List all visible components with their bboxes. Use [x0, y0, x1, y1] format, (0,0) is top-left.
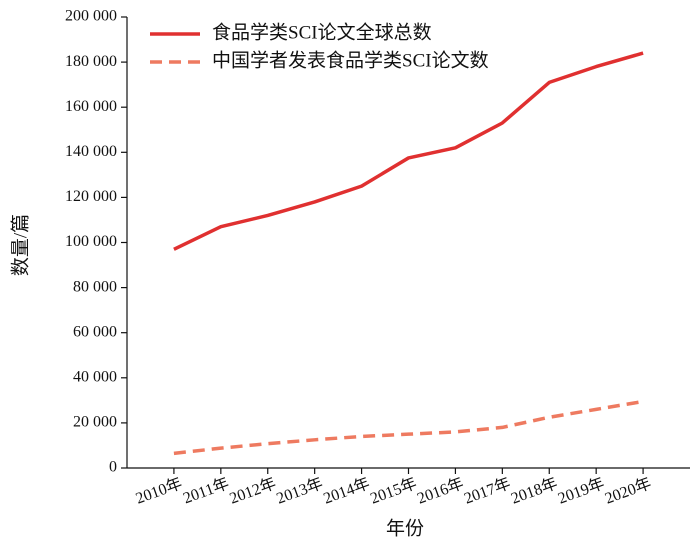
x-tick-label: 2012年	[227, 474, 278, 507]
x-axis-label: 年份	[386, 517, 424, 539]
y-tick-label: 20 000	[73, 414, 117, 431]
y-tick-label: 0	[109, 459, 117, 476]
y-tick-label: 200 000	[65, 8, 117, 25]
x-tick-label: 2014年	[321, 474, 372, 507]
y-tick-label: 120 000	[65, 188, 117, 205]
y-tick-label: 80 000	[73, 278, 117, 295]
x-tick-label: 2011年	[181, 474, 232, 507]
y-tick-label: 40 000	[73, 368, 117, 385]
y-tick-label: 60 000	[73, 323, 117, 340]
line-series	[173, 399, 644, 456]
legend-label: 食品学类SCI论文全球总数	[212, 21, 432, 43]
y-tick-label: 100 000	[65, 233, 117, 250]
x-tick-label: 2015年	[368, 474, 419, 507]
y-axis-label: 数量/篇	[9, 214, 31, 276]
x-tick-label: 2013年	[274, 474, 325, 507]
y-tick-label: 140 000	[65, 143, 117, 160]
x-tick-label: 2016年	[415, 474, 466, 507]
x-tick-label: 2018年	[509, 474, 560, 507]
x-tick-label: 2017年	[462, 474, 513, 507]
x-tick-label: 2020年	[602, 474, 653, 507]
y-tick-label: 160 000	[65, 98, 117, 115]
line-series	[173, 51, 644, 251]
legend-label: 中国学者发表食品学类SCI论文数	[212, 49, 489, 71]
y-tick-label: 180 000	[65, 53, 117, 70]
x-tick-label: 2019年	[556, 474, 607, 507]
x-tick-label: 2010年	[133, 474, 184, 507]
